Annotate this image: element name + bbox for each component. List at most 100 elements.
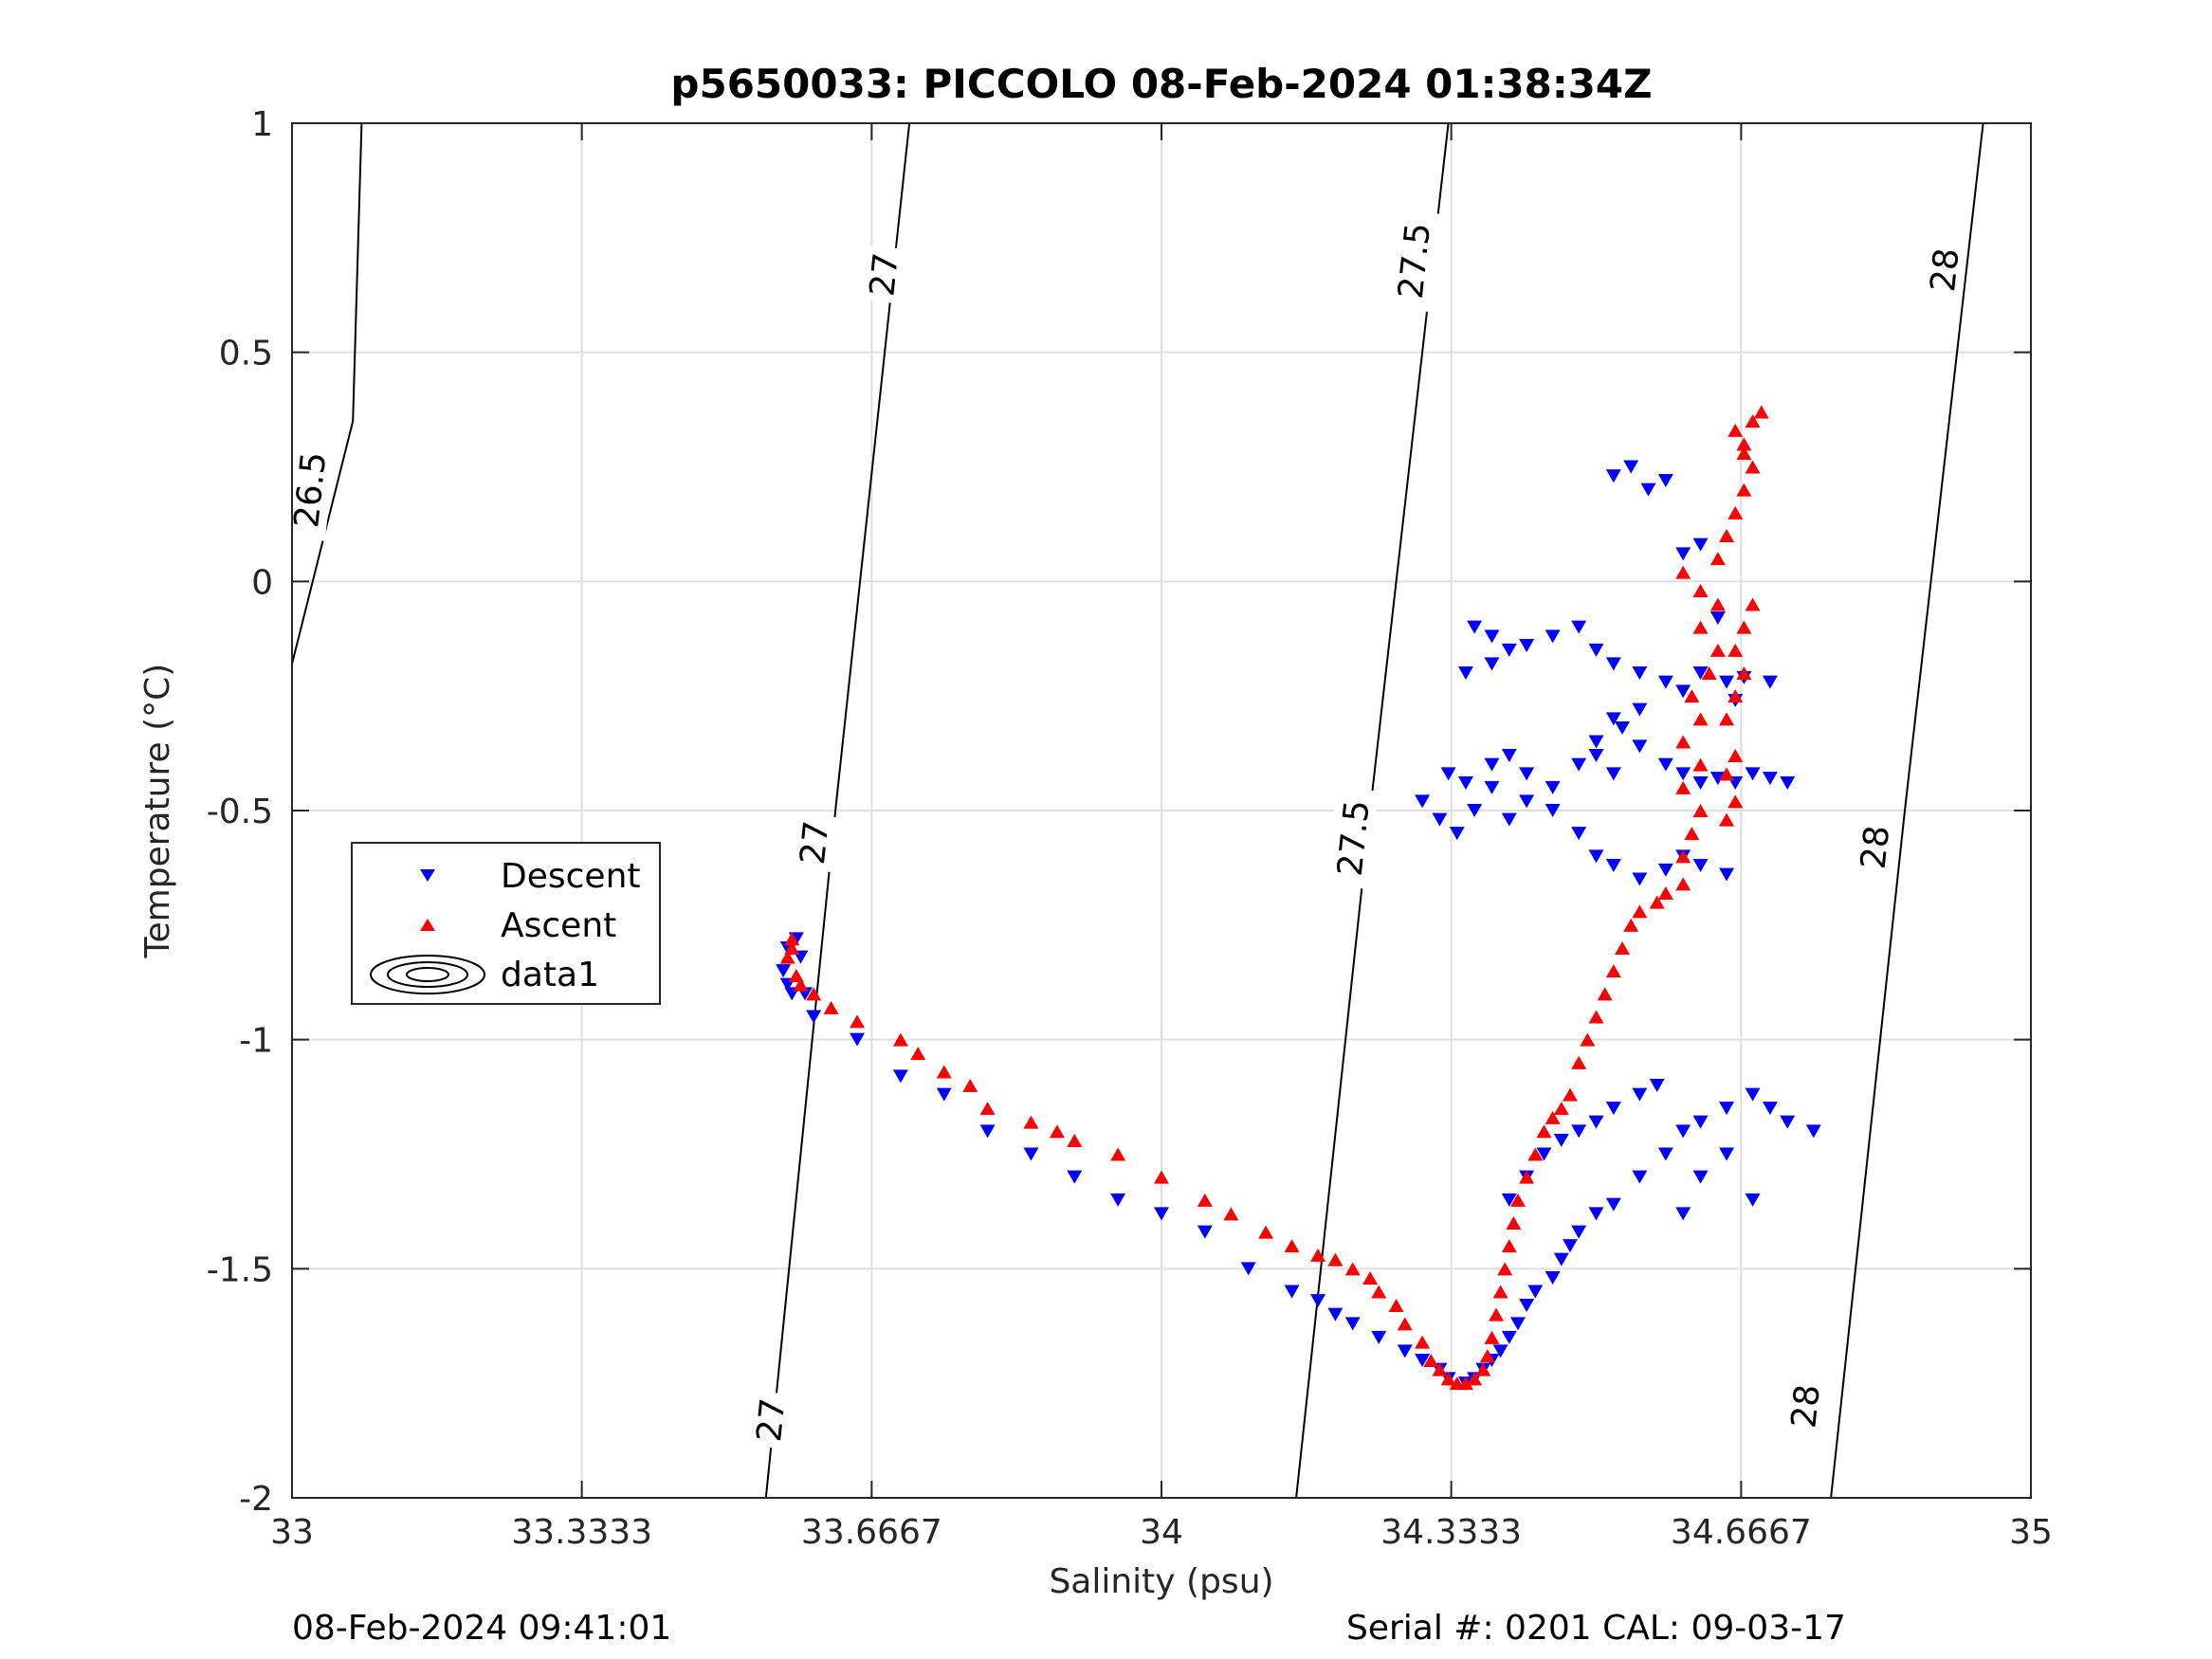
descent-point-92 <box>1692 776 1709 790</box>
descent-point-107 <box>1657 675 1673 689</box>
descent-point-12 <box>1023 1147 1039 1161</box>
descent-point-67 <box>1467 804 1483 817</box>
descent-point-39 <box>1571 1225 1587 1239</box>
ascent-point-75 <box>1728 794 1744 809</box>
ascent-point-61 <box>1675 877 1691 891</box>
descent-point-87 <box>1588 749 1604 762</box>
descent-point-51 <box>1501 1193 1517 1207</box>
descent-point-22 <box>1371 1330 1387 1344</box>
contour-labels: 26.5 27 27 27 27.5 27.5 28 28 28 <box>283 209 1968 1449</box>
descent-point-83 <box>1501 749 1517 762</box>
ascent-series <box>779 405 1769 1391</box>
ascent-point-93 <box>1753 405 1769 419</box>
descent-point-41 <box>1605 1197 1621 1212</box>
chart-title: p5650033: PICCOLO 08-Feb-2024 01:38:34Z <box>670 61 1652 107</box>
ascent-point-81 <box>1728 643 1744 657</box>
contour-label-bg-7 <box>1850 817 1898 877</box>
ascent-point-90 <box>1745 460 1761 474</box>
ascent-point-53 <box>1588 1010 1604 1024</box>
x-tick-label-6: 35 <box>2009 1513 2053 1552</box>
descent-point-71 <box>1545 804 1561 817</box>
descent-point-66 <box>1449 827 1465 841</box>
ascent-point-11 <box>962 1079 978 1092</box>
descent-point-8 <box>850 1032 866 1047</box>
legend-item-data1: data1 <box>353 950 659 999</box>
contour-label-7: 28 <box>1855 824 1898 871</box>
descent-point-16 <box>1197 1225 1213 1239</box>
descent-point-81 <box>1457 776 1473 790</box>
descent-point-106 <box>1632 666 1648 680</box>
descent-point-59 <box>1649 1079 1665 1092</box>
ascent-point-45 <box>1519 1170 1535 1184</box>
descent-point-101 <box>1519 639 1535 652</box>
descent-point-125 <box>1588 735 1604 749</box>
ascent-point-63 <box>1684 827 1700 841</box>
descent-point-98 <box>1457 666 1473 680</box>
descent-point-24 <box>1415 1354 1431 1367</box>
contour-label-group-3: 27 <box>746 1390 795 1449</box>
contour-label-2: 27 <box>794 819 837 866</box>
ascent-point-70 <box>1701 666 1717 680</box>
descent-point-56 <box>1588 1115 1604 1129</box>
contour-label-bg-3 <box>746 1390 795 1449</box>
descent-point-11 <box>979 1124 996 1139</box>
ascent-point-14 <box>1049 1124 1065 1139</box>
y-tick-label-5: 0.5 <box>219 335 273 374</box>
contour-label-group-2: 27 <box>790 812 838 872</box>
contour-line-28 <box>1830 122 1984 1499</box>
descent-point-96 <box>1762 772 1778 786</box>
ascent-point-43 <box>1506 1216 1522 1230</box>
descent-point-50 <box>1805 1124 1821 1139</box>
descent-point-86 <box>1571 757 1587 772</box>
y-tick-label-2: -1 <box>239 1022 273 1061</box>
contour-line-26.5 <box>291 122 363 665</box>
descent-point-91 <box>1675 767 1691 781</box>
descent-point-76 <box>1657 863 1673 877</box>
ascent-marker-icon <box>420 919 435 931</box>
descent-point-119 <box>1709 611 1726 625</box>
descent-point-1 <box>776 964 792 978</box>
descent-point-108 <box>1675 684 1691 699</box>
descent-point-120 <box>1467 620 1483 634</box>
descent-point-78 <box>1692 859 1709 872</box>
descent-point-70 <box>1519 794 1535 809</box>
legend-label-data1: data1 <box>501 956 599 994</box>
ascent-point-46 <box>1527 1147 1544 1161</box>
ascent-point-47 <box>1536 1124 1552 1139</box>
descent-point-60 <box>1675 1207 1691 1221</box>
descent-point-118 <box>1692 538 1709 552</box>
descent-point-36 <box>1545 1271 1561 1285</box>
ascent-point-37 <box>1479 1349 1495 1363</box>
ascent-point-91 <box>1736 437 1752 451</box>
contour-label-group-8: 28 <box>1781 1376 1829 1436</box>
descent-point-115 <box>1640 483 1656 497</box>
x-tick-label-0: 33 <box>270 1513 314 1552</box>
descent-point-75 <box>1632 872 1648 886</box>
y-tick-label-0: -2 <box>239 1480 273 1519</box>
ascent-point-18 <box>1197 1193 1213 1207</box>
grid <box>291 122 2032 1499</box>
ascent-point-22 <box>1310 1248 1326 1262</box>
descent-point-113 <box>1605 469 1621 483</box>
ascent-point-59 <box>1649 895 1665 909</box>
ascent-point-89 <box>1736 483 1752 497</box>
ascent-point-69 <box>1684 689 1700 703</box>
ascent-point-5 <box>806 987 822 1001</box>
contour-label-group-1: 27 <box>859 245 907 304</box>
descent-point-89 <box>1632 739 1648 754</box>
contour-label-group-7: 28 <box>1850 817 1898 877</box>
ascent-point-25 <box>1362 1271 1379 1285</box>
ascent-point-44 <box>1509 1193 1526 1207</box>
ascent-point-27 <box>1388 1299 1404 1312</box>
ascent-point-84 <box>1675 565 1691 579</box>
descent-point-15 <box>1154 1207 1169 1221</box>
ascent-point-48 <box>1545 1110 1561 1124</box>
descent-point-49 <box>1780 1115 1796 1129</box>
descent-point-105 <box>1605 657 1621 671</box>
ascent-point-71 <box>1709 643 1726 657</box>
descent-point-14 <box>1110 1193 1126 1207</box>
x-tick-label-4: 34.3333 <box>1380 1513 1522 1552</box>
descent-point-19 <box>1310 1294 1326 1308</box>
contour-label-group-6: 28 <box>1920 240 1968 300</box>
descent-point-103 <box>1571 620 1587 634</box>
